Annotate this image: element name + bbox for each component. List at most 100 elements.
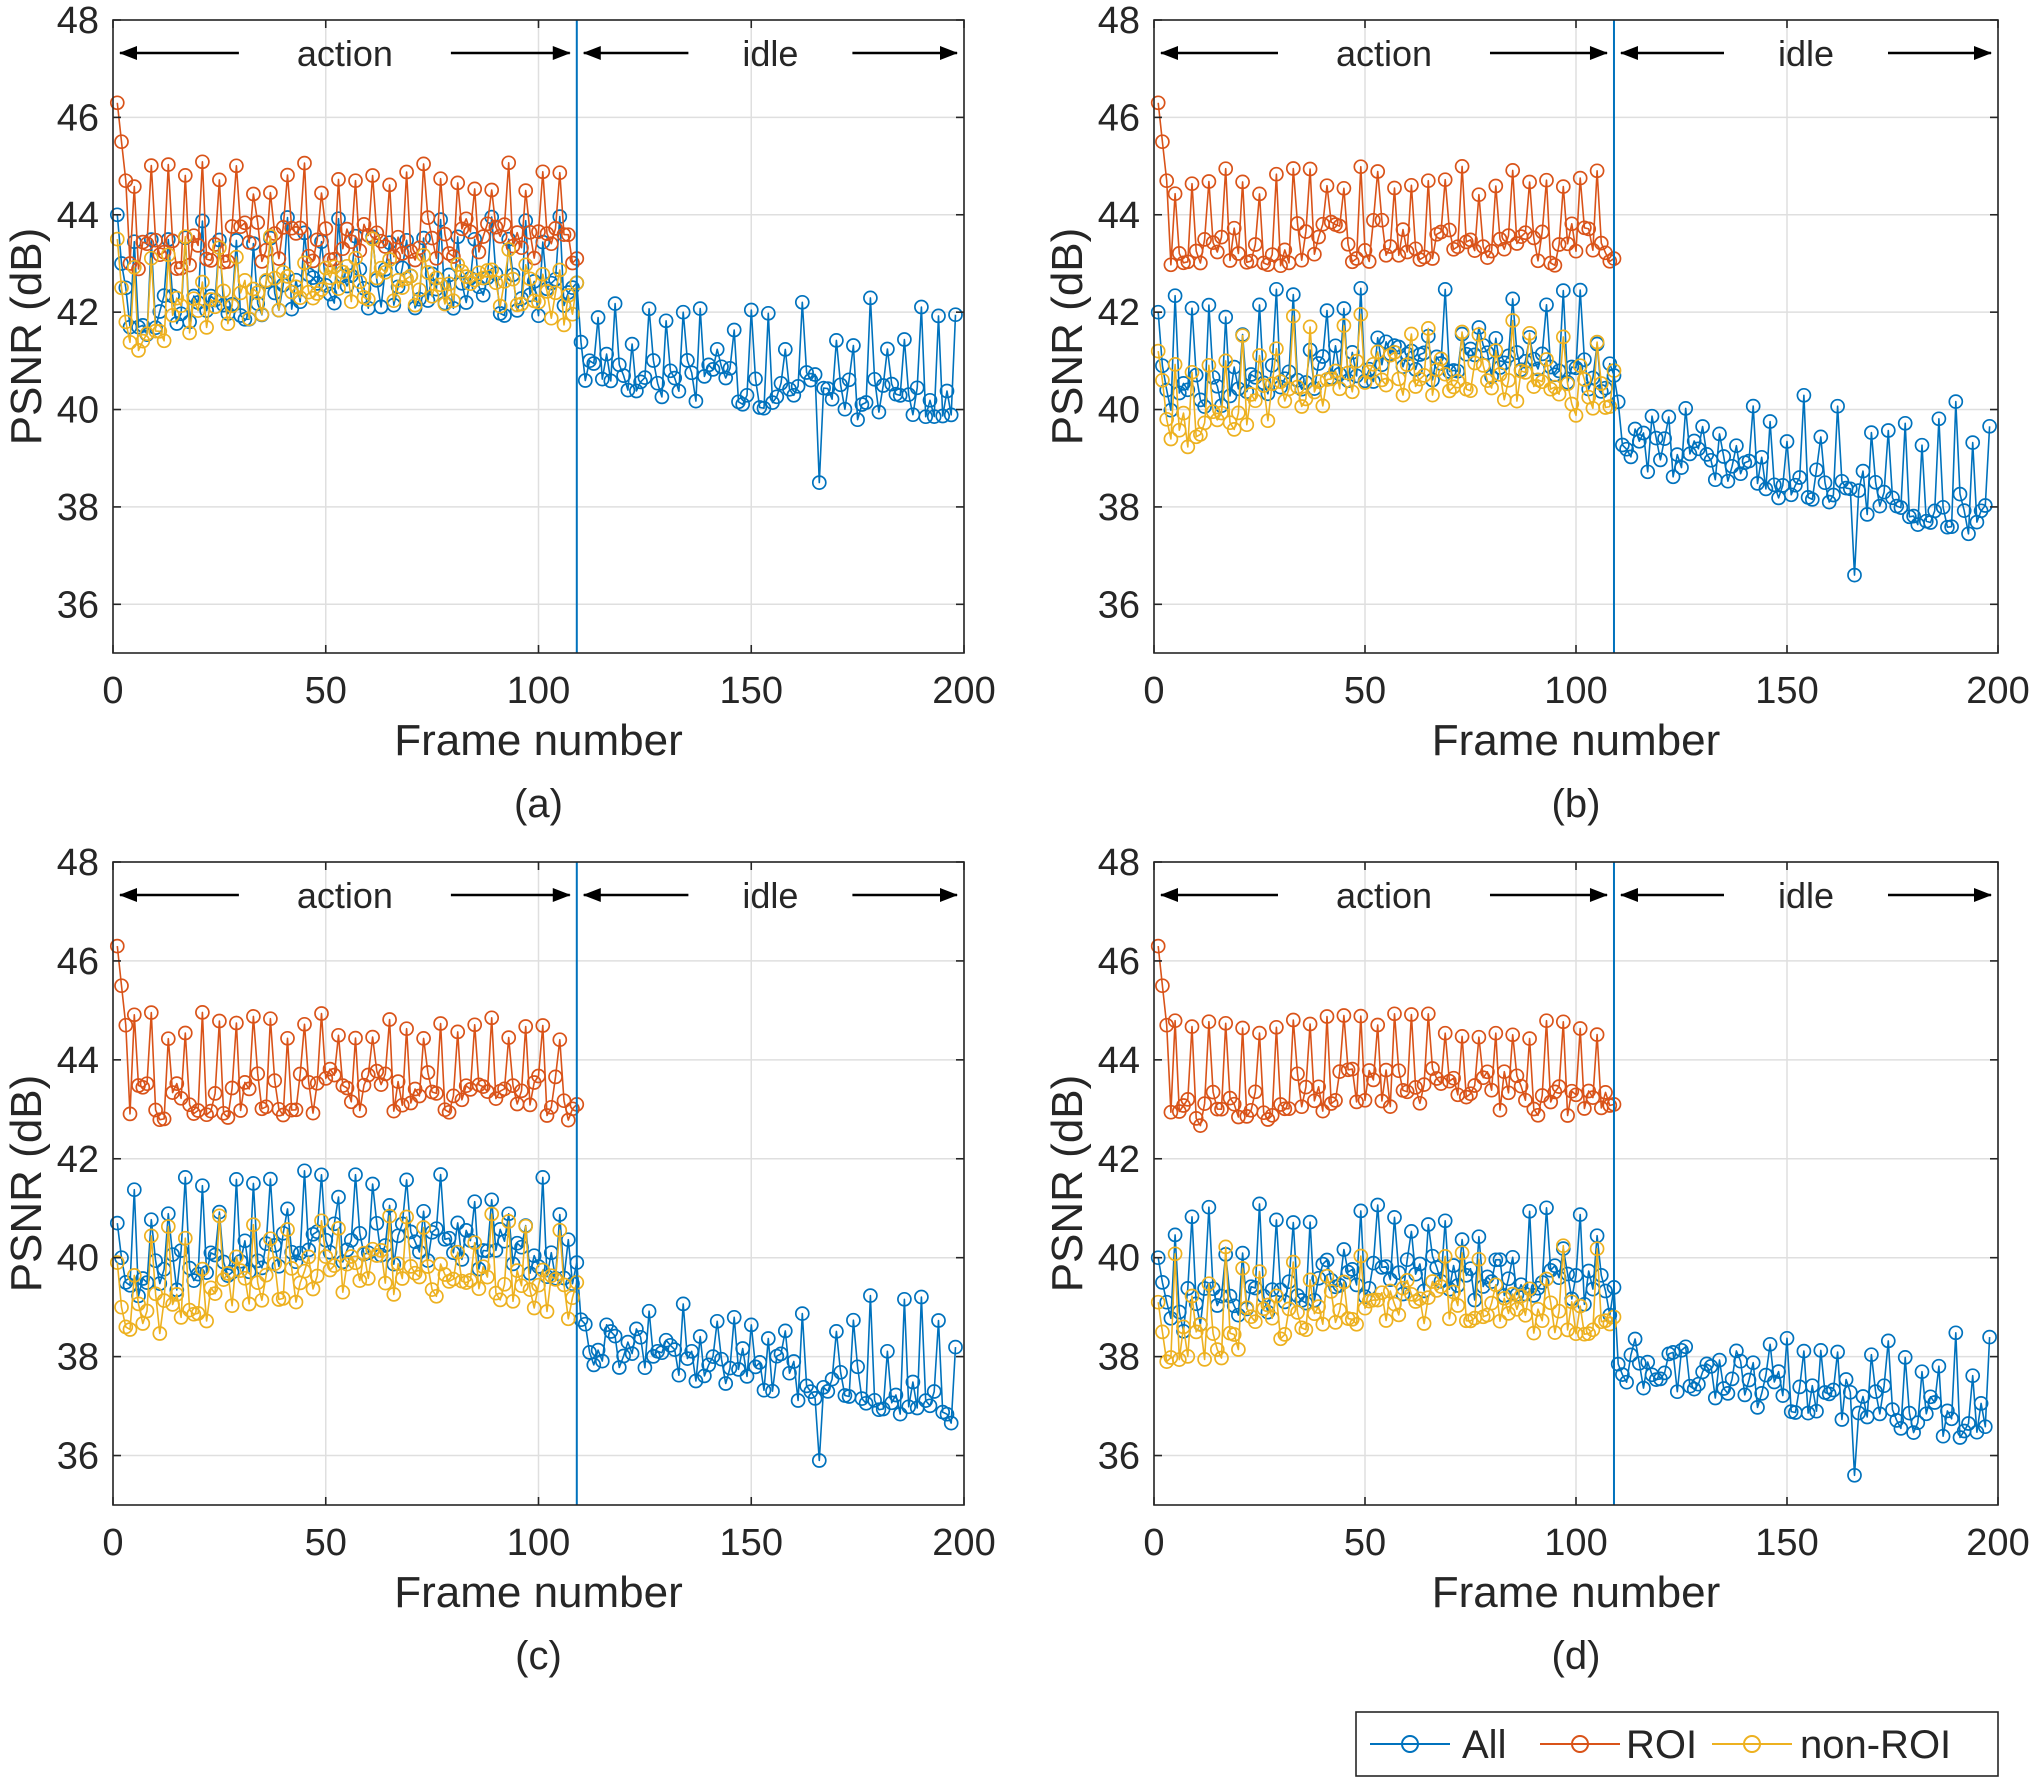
data-point-roi	[343, 234, 359, 250]
data-point-all	[939, 383, 955, 399]
data-point-roi	[531, 1068, 546, 1084]
data-point-all	[263, 1171, 278, 1187]
data-point-roi	[377, 1066, 393, 1082]
data-point-non-roi	[1349, 353, 1364, 369]
data-point-roi	[1518, 225, 1533, 241]
data-point-non-roi	[343, 294, 359, 309]
data-point-all	[1906, 1425, 1921, 1440]
data-point-non-roi	[207, 299, 223, 315]
y-axis-label: PSNR (dB)	[1043, 1075, 1092, 1293]
data-point-non-roi	[463, 276, 478, 292]
data-point-all	[1754, 449, 1770, 465]
data-point-roi	[1226, 1096, 1242, 1112]
x-tick-label: 50	[305, 670, 347, 712]
data-point-roi	[263, 1011, 278, 1027]
data-point-non-roi	[1260, 1297, 1276, 1313]
data-point-roi	[1264, 1107, 1280, 1123]
data-point-non-roi	[1391, 371, 1407, 387]
data-point-roi	[258, 242, 274, 258]
data-point-roi	[488, 1091, 504, 1106]
data-point-all	[1543, 1262, 1559, 1278]
y-tick-label: 36	[1098, 1436, 1140, 1478]
data-point-roi	[1547, 257, 1563, 273]
data-point-non-roi	[1602, 1316, 1618, 1332]
data-point-all	[709, 341, 725, 357]
data-point-all	[675, 304, 691, 320]
data-point-roi	[1555, 1014, 1571, 1030]
data-point-roi	[1193, 255, 1208, 271]
data-point-non-roi	[254, 1292, 270, 1308]
data-point-all	[1382, 1272, 1398, 1288]
data-point-non-roi	[1518, 365, 1533, 380]
phase-label-action: action	[297, 33, 393, 74]
data-point-all	[1471, 1229, 1487, 1245]
data-point-non-roi	[156, 1293, 172, 1308]
y-axis-label: PSNR (dB)	[2, 1075, 51, 1293]
data-point-non-roi	[360, 292, 376, 307]
data-point-all	[1783, 487, 1799, 503]
data-point-roi	[543, 1099, 559, 1115]
data-point-all	[173, 306, 189, 322]
data-point-non-roi	[531, 294, 546, 310]
data-point-roi	[292, 220, 308, 236]
data-point-all	[284, 1244, 300, 1260]
data-point-non-roi	[1484, 380, 1499, 396]
panel-c: action idle 0 50 100 150 200 36 38 40 42 44 46 48 Fram…	[2, 842, 996, 1678]
x-tick-label: 150	[720, 1522, 783, 1564]
data-point-non-roi	[1184, 364, 1200, 380]
data-point-all	[552, 1207, 568, 1222]
data-point-all	[811, 1453, 827, 1468]
data-point-all	[1855, 1389, 1871, 1404]
data-point-non-roi	[407, 297, 423, 313]
data-point-all	[1796, 1343, 1812, 1359]
data-point-non-roi	[1264, 1310, 1280, 1326]
data-point-non-roi	[1336, 1274, 1352, 1290]
data-point-all	[1977, 1419, 1993, 1435]
data-point-all	[752, 1355, 768, 1370]
data-point-non-roi	[1281, 381, 1297, 397]
data-point-all	[1965, 435, 1981, 450]
data-point-all	[905, 1374, 921, 1390]
data-point-roi	[177, 168, 193, 183]
data-point-all	[1484, 1274, 1499, 1289]
data-point-roi	[1290, 216, 1305, 231]
data-point-roi	[169, 1076, 185, 1091]
data-point-all	[1674, 1342, 1689, 1358]
data-point-all	[1184, 300, 1200, 316]
data-point-all	[535, 1170, 551, 1185]
data-point-all	[1319, 1252, 1335, 1268]
data-point-roi	[139, 1076, 155, 1092]
data-point-roi	[284, 220, 300, 236]
data-point-non-roi	[216, 283, 231, 299]
data-point-roi	[1344, 254, 1360, 270]
data-point-all	[1218, 309, 1234, 325]
data-point-roi	[475, 1079, 491, 1094]
data-point-all	[671, 1367, 687, 1383]
data-point-all	[790, 378, 806, 394]
data-point-roi	[416, 156, 431, 172]
data-point-non-roi	[258, 273, 274, 288]
data-point-all	[599, 346, 614, 362]
data-point-all	[458, 1223, 474, 1238]
data-point-roi	[160, 157, 176, 172]
data-point-all	[705, 1349, 721, 1364]
y-axis-label: PSNR (dB)	[1043, 228, 1092, 446]
data-point-roi	[1159, 1017, 1175, 1033]
data-point-non-roi	[331, 281, 346, 296]
data-point-all	[195, 1178, 210, 1194]
data-point-all	[1771, 1364, 1786, 1379]
phase-arrow-idle: idle	[1619, 875, 1992, 916]
data-point-roi	[480, 216, 495, 232]
data-point-all	[1657, 1365, 1672, 1381]
data-point-roi	[165, 233, 180, 249]
data-point-non-roi	[148, 323, 163, 339]
data-point-roi	[1446, 1070, 1461, 1086]
data-point-non-roi	[241, 311, 257, 327]
data-point-non-roi	[224, 298, 240, 314]
data-point-non-roi	[497, 1276, 512, 1292]
y-tick-label: 40	[1098, 1238, 1140, 1280]
data-point-all	[1505, 291, 1521, 307]
data-point-roi	[1277, 242, 1293, 258]
data-point-non-roi	[177, 1230, 193, 1246]
data-point-all	[833, 377, 848, 393]
